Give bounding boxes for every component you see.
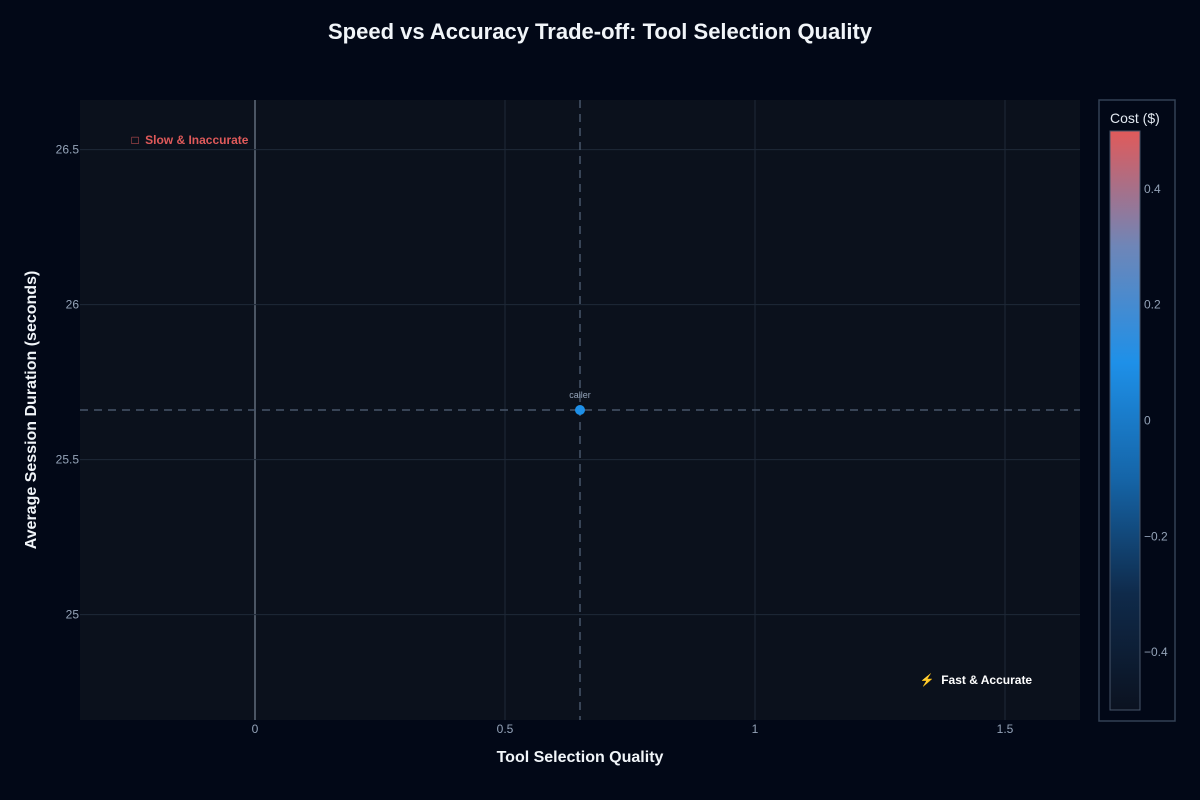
annotation-fast-accurate: ⚡ Fast & Accurate: [920, 673, 1033, 687]
data-point[interactable]: [575, 405, 585, 415]
square-icon: □: [132, 133, 139, 147]
x-tick-label: 1: [752, 722, 759, 736]
colorbar-tick-label: 0.4: [1144, 182, 1161, 196]
lightning-icon: ⚡: [920, 673, 935, 687]
colorbar-title: Cost ($): [1110, 110, 1160, 126]
x-axis-title: Tool Selection Quality: [497, 749, 664, 766]
data-points: caller: [569, 390, 591, 415]
x-tick-label: 0: [252, 722, 259, 736]
colorbar-tick-label: −0.2: [1144, 529, 1168, 543]
annotation-slow-inaccurate: □ Slow & Inaccurate: [132, 133, 249, 147]
y-tick-label: 25.5: [56, 453, 80, 467]
colorbar-tick-label: −0.4: [1144, 645, 1168, 659]
y-tick-label: 25: [66, 608, 80, 622]
y-axis-title: Average Session Duration (seconds): [23, 271, 40, 550]
chart-title: Speed vs Accuracy Trade-off: Tool Select…: [328, 19, 873, 44]
colorbar-ticks: 0.4 0.2 0 −0.2 −0.4: [1144, 182, 1168, 659]
colorbar: Cost ($) 0.4 0.2 0 −0.2 −0.4: [1098, 99, 1176, 722]
y-tick-label: 26.5: [56, 143, 80, 157]
x-tick-label: 0.5: [497, 722, 514, 736]
x-tick-label: 1.5: [997, 722, 1014, 736]
axis-ticks: 0 0.5 1 1.5 25 25.5 26 26.5: [56, 143, 1014, 736]
colorbar-tick-label: 0: [1144, 414, 1151, 428]
colorbar-tick-label: 0.2: [1144, 298, 1161, 312]
data-point-label: caller: [569, 390, 591, 400]
y-tick-label: 26: [66, 298, 80, 312]
colorbar-gradient: [1109, 130, 1141, 711]
